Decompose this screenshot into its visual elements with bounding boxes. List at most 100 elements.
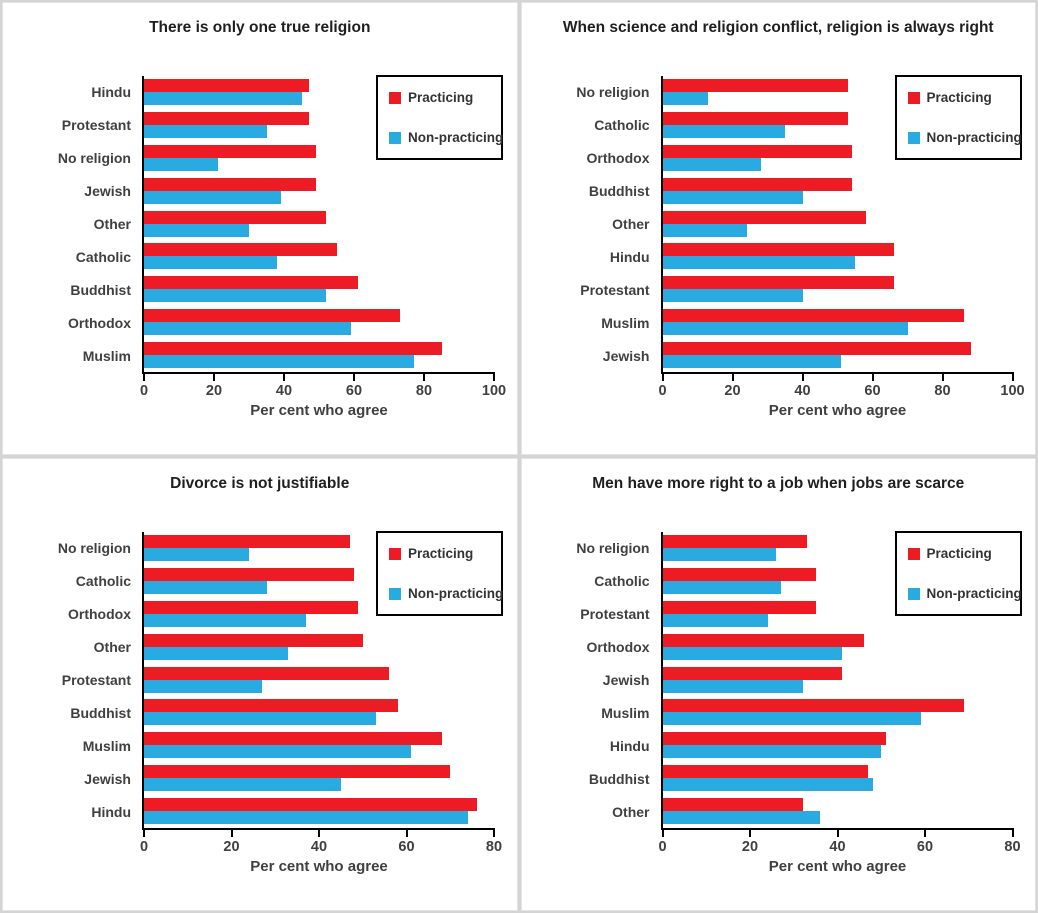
x-axis-tick-label: 20 [223,839,240,855]
practicing-swatch-icon [907,91,920,104]
category-row: No religion [576,532,1013,565]
bar-practicing [144,600,359,614]
bar-non-practicing [144,223,249,237]
category-row: Hindu [610,240,1013,273]
legend-item-practicing: Practicing [389,546,497,561]
category-row: Muslim [83,729,494,762]
bar-practicing [662,765,869,779]
bar-practicing [662,144,852,158]
legend-label: Non-practicing [926,130,1022,145]
x-axis-tick [871,372,874,381]
x-axis-tick-label: 0 [139,383,149,399]
bar-non-practicing [662,646,842,660]
category-row: No religion [576,76,1013,109]
y-axis-category-label: Protestant [580,281,650,298]
category-row: Other [612,795,1013,828]
bar-non-practicing [144,679,263,693]
bar-practicing [662,111,848,125]
bar-practicing [662,633,864,647]
bar-practicing [662,600,816,614]
category-row: Buddhist [589,762,1013,795]
y-axis-category-label: Orthodox [586,150,650,167]
bar-practicing [662,177,852,191]
bar-practicing [662,309,964,323]
legend-item-non-practicing: Non-practicing [389,130,503,145]
y-axis-category-label: Buddhist [588,770,650,787]
y-axis-category-label: Jewish [84,183,131,200]
bar-non-practicing [662,580,781,594]
x-axis-tick-label: 40 [829,839,846,855]
x-axis-tick [143,828,145,837]
bar-practicing [662,79,848,92]
legend-item-non-practicing: Non-practicing [907,130,1022,145]
x-axis-tick-label: 20 [205,383,223,399]
bar-practicing [662,342,971,356]
chart-title: Divorce is not justifiable [170,475,350,492]
chart-title: When science and religion conflict, reli… [562,19,994,36]
practicing-swatch-icon [907,547,920,560]
bar-non-practicing [662,745,882,759]
legend-item-practicing: Practicing [907,90,1016,105]
chart-panel-divorce-not-justifiable: Divorce is not justifiable Per cent who … [2,458,518,911]
legend-label: Practicing [926,546,992,561]
bar-non-practicing [144,811,468,825]
category-row: Jewish [603,339,1013,372]
legend: Practicing Non-practicing [894,75,1022,160]
bar-non-practicing [144,322,351,336]
x-axis-tick [1011,372,1014,381]
legend-label: Non-practicing [408,130,504,145]
x-axis-tick-label: 80 [485,839,503,855]
x-axis-tick-label: 20 [724,383,741,399]
y-axis-category-label: Hindu [91,84,131,101]
x-axis-tick-label: 60 [916,839,934,855]
bar-non-practicing [662,811,820,825]
bar-practicing [144,243,337,257]
legend: Practicing Non-practicing [376,75,503,160]
legend-label: Practicing [926,90,992,105]
bar-non-practicing [144,778,341,792]
legend: Practicing Non-practicing [376,531,503,616]
bar-practicing [144,567,354,581]
bar-non-practicing [144,646,289,660]
x-axis-tick [924,828,926,837]
x-axis-title: Per cent who agree [250,402,388,419]
x-axis-title: Per cent who agree [768,858,907,875]
x-axis-tick [318,828,320,837]
bar-non-practicing [662,548,777,561]
bar-practicing [662,567,816,581]
bar-practicing [144,144,316,158]
chart-panel-science-religion-conflict: When science and religion conflict, reli… [520,2,1036,455]
non-practicing-swatch-icon [389,131,401,144]
y-axis-category-label: Buddhist [588,183,650,200]
category-row: Orthodox [68,306,494,339]
x-axis-tick [836,828,839,837]
y-axis-category-label: Buddhist [70,704,131,721]
category-row: Catholic [594,565,1013,598]
bar-practicing [144,342,442,356]
legend-label: Non-practicing [926,586,1022,601]
x-axis-tick [213,372,215,381]
x-axis-tick-label: 80 [1004,839,1021,855]
bar-non-practicing [662,355,841,369]
y-axis-category-label: Hindu [609,737,650,754]
bar-non-practicing [144,745,411,759]
category-row: Protestant [580,598,1013,631]
bar-practicing [144,210,326,224]
y-axis-category-label: Muslim [601,704,650,721]
category-row: Muslim [601,696,1013,729]
x-axis-tick-label: 0 [139,839,149,855]
y-axis-category-label: No religion [57,150,131,167]
category-row: Jewish [603,664,1013,697]
chart-title: There is only one true religion [149,19,371,36]
bar-non-practicing [662,322,908,336]
category-row: Other [94,208,494,241]
y-axis-category-label: Catholic [594,117,650,134]
x-axis-tick [661,828,664,837]
non-practicing-swatch-icon [907,131,920,144]
category-row: Jewish [84,175,494,208]
bar-non-practicing [144,157,218,171]
bar-practicing [144,111,309,125]
x-axis-tick [423,372,425,381]
y-axis-category-label: Muslim [82,737,131,754]
category-row: Other [94,631,494,664]
